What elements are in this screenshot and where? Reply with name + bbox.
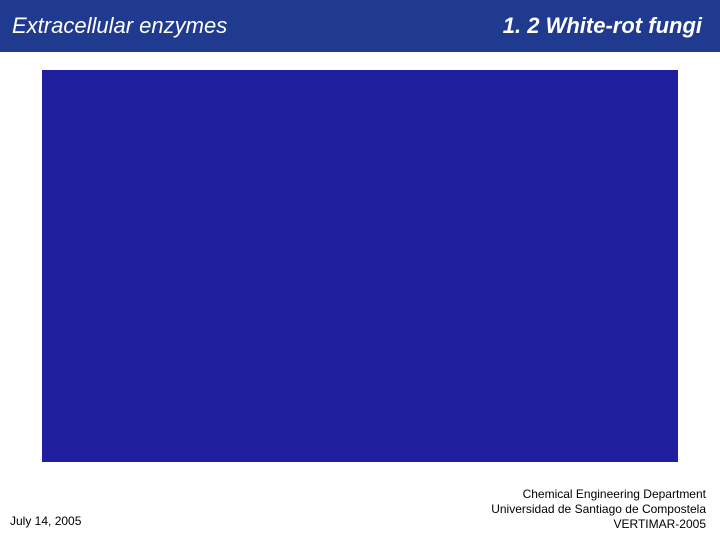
affiliation-line: Chemical Engineering Department: [491, 487, 706, 502]
slide-subtitle: Extracellular enzymes: [12, 13, 227, 39]
footer-date: July 14, 2005: [10, 514, 81, 528]
footer-affiliation: Chemical Engineering Department Universi…: [491, 487, 706, 532]
header-bar: Extracellular enzymes 1. 2 White-rot fun…: [0, 0, 720, 52]
affiliation-line: Universidad de Santiago de Compostela: [491, 502, 706, 517]
affiliation-line: VERTIMAR-2005: [491, 517, 706, 532]
content-placeholder: [42, 70, 678, 462]
slide-section-title: 1. 2 White-rot fungi: [503, 13, 702, 39]
